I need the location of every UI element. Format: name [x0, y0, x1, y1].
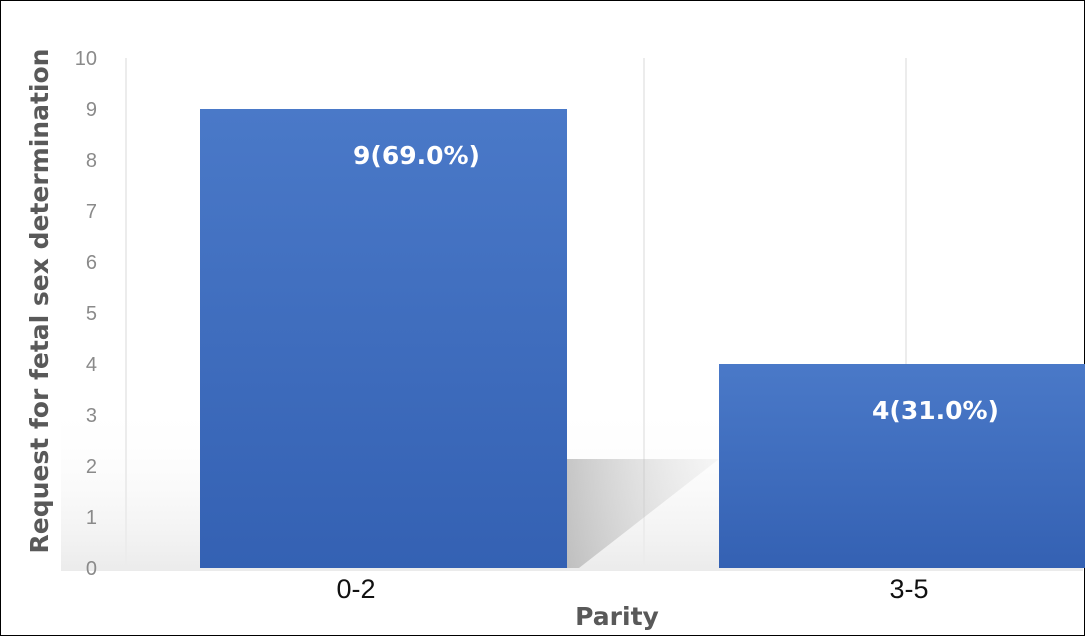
x-axis-ticks: 0-2 3-5 — [336, 574, 928, 604]
x-tick-label: 0-2 — [336, 574, 375, 604]
y-tick-label: 5 — [86, 303, 97, 325]
y-tick-label: 0 — [86, 558, 97, 580]
y-axis-title: Request for fetal sex determination — [25, 49, 54, 554]
bar-shadows — [567, 459, 719, 568]
y-tick-label: 3 — [86, 405, 97, 427]
data-labels: 9(69.0%) 4(31.0%) — [353, 141, 999, 425]
y-tick-label: 4 — [86, 354, 97, 376]
data-label: 4(31.0%) — [872, 396, 999, 425]
bar-3-5 — [719, 364, 1085, 568]
y-axis-ticks: 0 1 2 3 4 5 6 7 8 9 10 — [75, 48, 97, 580]
y-tick-label: 6 — [86, 252, 97, 274]
data-label: 9(69.0%) — [353, 141, 480, 170]
x-tick-label: 3-5 — [889, 574, 928, 604]
y-tick-label: 2 — [86, 456, 97, 478]
y-tick-label: 9 — [86, 99, 97, 121]
bar-shadow — [567, 459, 719, 568]
bar-0-2 — [200, 109, 567, 568]
x-axis-title: Parity — [575, 602, 659, 631]
y-tick-label: 8 — [86, 150, 97, 172]
y-tick-label: 1 — [86, 507, 97, 529]
bars — [200, 109, 1085, 568]
y-tick-label: 7 — [86, 201, 97, 223]
y-tick-label: 10 — [75, 48, 97, 70]
